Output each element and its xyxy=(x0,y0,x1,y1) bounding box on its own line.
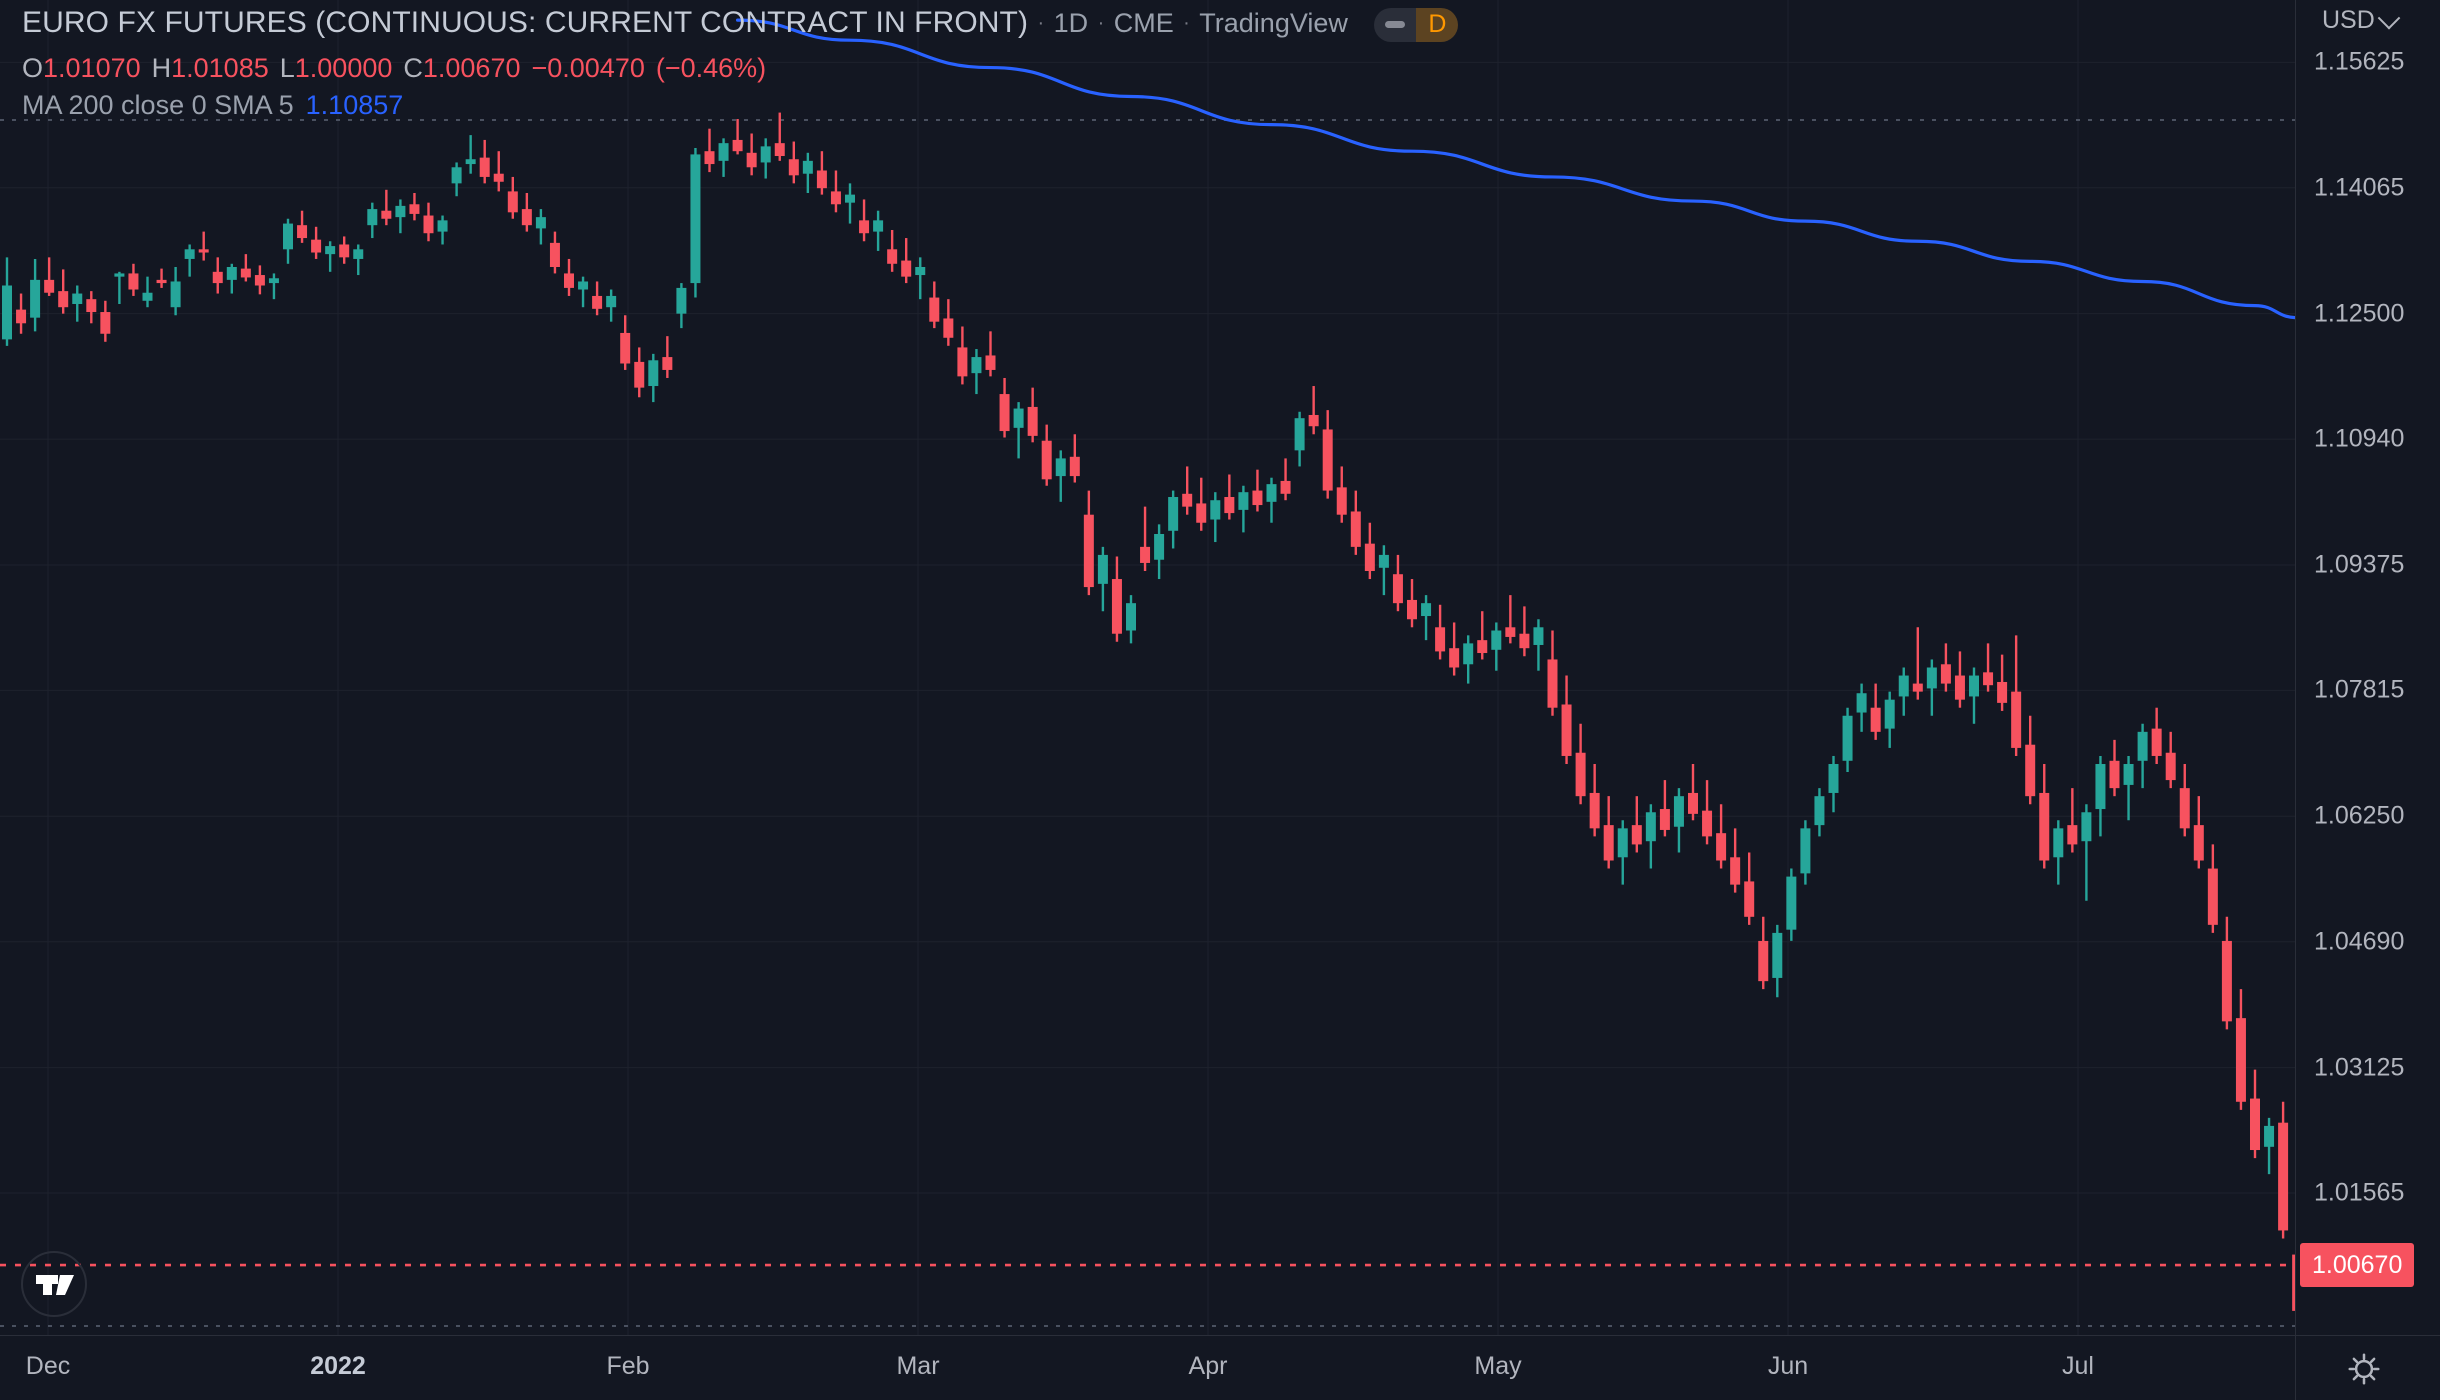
price-tick-label: 1.12500 xyxy=(2314,299,2405,328)
chevron-down-icon xyxy=(2377,6,2401,29)
gear-icon[interactable] xyxy=(2345,1350,2383,1388)
time-tick-label: Apr xyxy=(1188,1352,1228,1380)
time-tick-label: Mar xyxy=(896,1352,940,1380)
time-tick-label: 2022 xyxy=(310,1352,366,1380)
candlestick-chart-svg xyxy=(0,0,2295,1335)
axis-divider xyxy=(2295,1336,2296,1400)
price-tick-label: 1.06250 xyxy=(2314,801,2405,830)
time-axis[interactable]: Dec 2022 Feb Mar Apr May Jun Jul xyxy=(0,1335,2440,1400)
chart-pane[interactable] xyxy=(0,0,2295,1335)
time-tick-label: Dec xyxy=(25,1352,71,1380)
price-tick-label: 1.14065 xyxy=(2314,173,2405,202)
price-tick-label: 1.15625 xyxy=(2314,47,2405,76)
time-tick-label: May xyxy=(1474,1352,1522,1380)
price-tick-label: 1.04690 xyxy=(2314,927,2405,956)
tradingview-logo-icon[interactable] xyxy=(20,1250,88,1318)
currency-selector[interactable]: USD xyxy=(2322,6,2401,35)
price-tick-label: 1.03125 xyxy=(2314,1053,2405,1082)
price-axis[interactable]: USD 1.15625 1.14065 1.12500 1.10940 1.09375 1… xyxy=(2295,0,2440,1335)
price-tick-label: 1.10940 xyxy=(2314,424,2405,453)
time-tick-label: Feb xyxy=(606,1352,650,1380)
currency-label: USD xyxy=(2322,6,2375,34)
current-price-tag[interactable]: 1.00670 xyxy=(2300,1243,2415,1288)
price-tick-label: 1.01565 xyxy=(2314,1178,2405,1207)
time-tick-label: Jul xyxy=(2062,1352,2094,1380)
price-tick-label: 1.07815 xyxy=(2314,675,2405,704)
time-tick-label: Jun xyxy=(1767,1352,1809,1380)
price-tick-label: 1.09375 xyxy=(2314,550,2405,579)
